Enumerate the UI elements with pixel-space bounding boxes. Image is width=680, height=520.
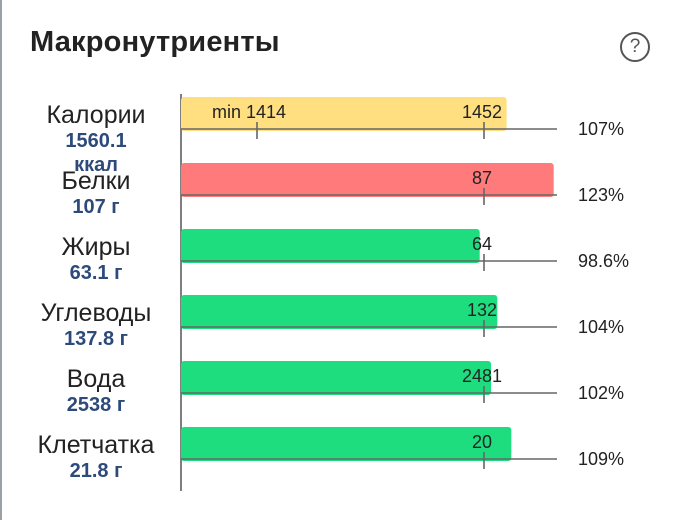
nutrient-value-0-0: 1560.1 <box>65 130 126 152</box>
page-title: Макронутриенты <box>30 26 280 58</box>
bar-2 <box>181 229 480 263</box>
nutrient-name-4: Вода <box>67 365 126 393</box>
nutrient-name-1: Белки <box>62 167 131 195</box>
percent-label-0: 107% <box>578 119 624 139</box>
bar-4 <box>181 361 491 395</box>
help-question-icon[interactable]: ? <box>620 32 650 62</box>
nutrient-value-5-0: 21.8 г <box>70 460 123 482</box>
bar-5 <box>181 427 512 461</box>
percent-label-5: 109% <box>578 449 624 469</box>
nutrient-value-4-0: 2538 г <box>67 394 125 416</box>
nutrient-value-0-1: ккал <box>74 154 118 176</box>
left-edge-divider <box>0 0 2 520</box>
target-label-0: 1452 <box>462 102 502 122</box>
percent-label-2: 98.6% <box>578 251 629 271</box>
target-label-5: 20 <box>472 432 492 452</box>
target-label-4: 2481 <box>462 366 502 386</box>
target-label-2: 64 <box>472 234 492 254</box>
nutrient-name-2: Жиры <box>62 233 131 261</box>
percent-label-4: 102% <box>578 383 624 403</box>
nutrient-value-3-0: 137.8 г <box>64 328 128 350</box>
min-label-0: min 1414 <box>212 102 286 122</box>
nutrient-value-2-0: 63.1 г <box>70 262 123 284</box>
bar-1 <box>181 163 554 197</box>
target-label-3: 132 <box>467 300 497 320</box>
percent-label-1: 123% <box>578 185 624 205</box>
nutrient-name-5: Клетчатка <box>38 431 155 459</box>
target-label-1: 87 <box>472 168 492 188</box>
nutrient-name-0: Калории <box>46 101 145 129</box>
bar-3 <box>181 295 498 329</box>
percent-label-3: 104% <box>578 317 624 337</box>
nutrient-value-1-0: 107 г <box>72 196 119 218</box>
bar-0 <box>181 97 507 131</box>
nutrient-name-3: Углеводы <box>41 299 152 327</box>
